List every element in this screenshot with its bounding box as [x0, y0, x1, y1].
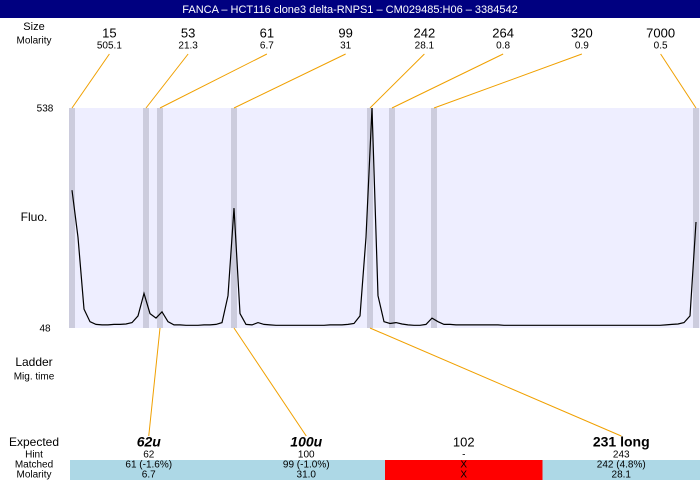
y-tick-label: 538	[37, 104, 54, 115]
hint-value: 100	[298, 450, 315, 461]
header-bar	[0, 0, 700, 18]
y-axis-label: Fluo.	[21, 210, 48, 224]
ladder-connector	[233, 53, 346, 109]
ladder-size: 320	[571, 25, 593, 40]
molarity-value: 6.7	[142, 470, 156, 480]
hint-value: -	[462, 450, 465, 461]
peak-band	[367, 108, 373, 328]
y-tick-label: 48	[39, 324, 51, 335]
molarity-value: 31.0	[297, 470, 317, 480]
result-cell	[385, 460, 543, 480]
molarity-label: Molarity	[16, 36, 51, 47]
ladder-connector	[660, 53, 697, 109]
peak-band	[389, 108, 395, 328]
peak-band	[157, 108, 163, 328]
ladder-connector	[433, 53, 583, 109]
trace-line	[71, 107, 697, 326]
expected-value: 102	[453, 434, 475, 449]
plot-background	[70, 108, 700, 328]
ladder-size: 99	[338, 25, 352, 40]
molarity-row-label: Molarity	[16, 470, 51, 480]
expected-label: Expected	[9, 435, 59, 449]
ladder-connector	[159, 53, 268, 109]
result-cell	[542, 460, 700, 480]
ladder-size: 242	[414, 25, 436, 40]
matched-label: Matched	[15, 460, 53, 471]
hint-value: 243	[613, 450, 630, 461]
expected-value: 231 long	[593, 434, 650, 450]
ladder-connector	[391, 53, 504, 109]
hint-value: 62	[143, 450, 155, 461]
ladder-molarity: 31	[340, 41, 352, 52]
ladder-size: 15	[102, 25, 116, 40]
matched-value: 61 (-1.6%)	[125, 460, 172, 471]
result-cell	[227, 460, 385, 480]
ladder-molarity: 6.7	[260, 41, 274, 52]
ladder-size: 53	[181, 25, 195, 40]
matched-value: 242 (4.8%)	[597, 460, 646, 471]
ladder-connector	[369, 53, 425, 109]
molarity-value: X	[460, 470, 467, 480]
ladder-label: Ladder	[15, 355, 52, 369]
peak-band	[431, 108, 437, 328]
hint-label: Hint	[25, 450, 43, 461]
peak-band	[693, 108, 699, 328]
ladder-connector	[71, 53, 110, 109]
ladder-molarity: 505.1	[97, 41, 122, 52]
size-label: Size	[23, 21, 44, 33]
ladder-size: 7000	[646, 25, 675, 40]
peak-band	[69, 108, 75, 328]
match-connector	[148, 327, 161, 437]
matched-value: 99 (-1.0%)	[283, 460, 330, 471]
molarity-value: 28.1	[612, 470, 632, 480]
ladder-size: 264	[492, 25, 514, 40]
ladder-molarity: 0.5	[654, 41, 668, 52]
match-connector	[233, 327, 307, 437]
ladder-molarity: 21.3	[178, 41, 198, 52]
ladder-connector	[145, 53, 189, 109]
ladder-size: 61	[260, 25, 274, 40]
mig-time-label: Mig. time	[14, 372, 55, 383]
result-cell	[70, 460, 228, 480]
title: FANCA – HCT116 clone3 delta-RNPS1 – CM02…	[182, 4, 518, 16]
ladder-molarity: 0.8	[496, 41, 510, 52]
ladder-molarity: 0.9	[575, 41, 589, 52]
ladder-molarity: 28.1	[415, 41, 435, 52]
peak-band	[143, 108, 149, 328]
matched-value: X	[460, 460, 467, 471]
expected-value: 100u	[290, 434, 322, 450]
match-connector	[369, 327, 622, 437]
expected-value: 62u	[137, 434, 162, 450]
